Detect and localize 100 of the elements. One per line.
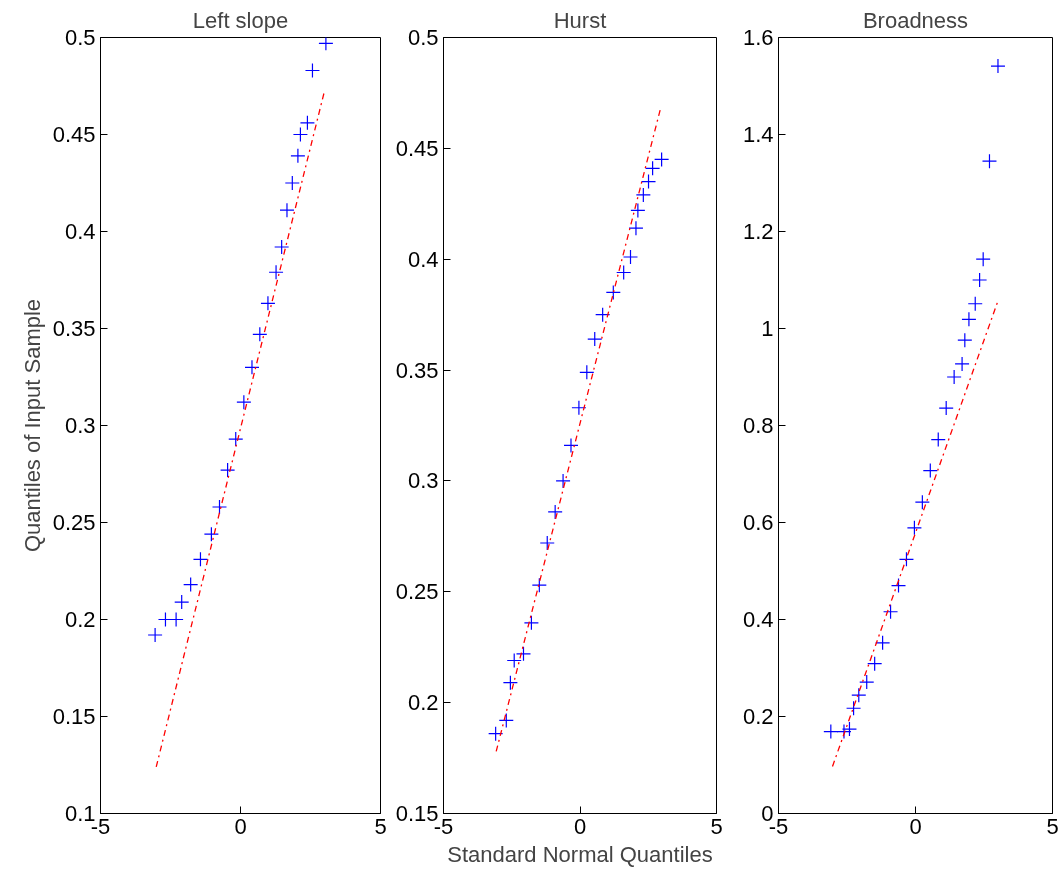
point (304, 62, 321, 79)
y-tick-label: 1.2 (742, 219, 774, 244)
point (228, 431, 244, 447)
point (274, 239, 290, 255)
x-tick-label: 5 (710, 813, 723, 839)
y-tick-label: 1 (761, 316, 774, 341)
point (946, 369, 962, 385)
point (882, 604, 899, 620)
point (622, 249, 639, 265)
point (867, 656, 883, 672)
point (539, 535, 555, 551)
y-tick-label: 0.6 (742, 510, 774, 535)
point (898, 551, 915, 567)
x-axis-title: Standard Normal Quantiles (447, 841, 713, 867)
point (616, 264, 632, 281)
point (260, 295, 276, 311)
y-tick-label: 0.3 (64, 413, 96, 438)
point (523, 615, 540, 631)
y-tick-label: 0.2 (407, 690, 439, 716)
point (252, 326, 268, 342)
point (579, 364, 595, 380)
y-tick-label: 0.25 (52, 510, 96, 535)
point (823, 723, 839, 740)
point (930, 431, 946, 448)
point (938, 400, 954, 416)
x-tick-label: 0 (234, 813, 247, 839)
point (279, 202, 295, 218)
point (502, 675, 518, 691)
x-tick-label: 5 (1046, 813, 1059, 839)
chart-title: Left slope (192, 7, 289, 33)
point (203, 526, 219, 542)
point (990, 58, 1006, 74)
point (967, 296, 983, 312)
chart-title: Broadness (862, 7, 969, 33)
y-tick-label: 0.2 (64, 607, 96, 632)
point (954, 356, 970, 372)
point (244, 359, 260, 375)
y-tick-label: 0.8 (742, 413, 774, 438)
y-tick-label: 0.4 (742, 607, 774, 632)
x-tick-label: 0 (573, 813, 587, 839)
point (595, 307, 611, 323)
point (531, 577, 547, 593)
y-tick-label: 0.5 (64, 25, 96, 50)
y-tick-label: 1.4 (742, 122, 774, 147)
y-tick-label: 0.45 (52, 122, 96, 147)
point (268, 264, 284, 280)
y-tick-label: 0.4 (407, 246, 439, 272)
point (635, 187, 651, 203)
y-tick-label: 0.25 (395, 579, 439, 605)
point (571, 400, 587, 416)
y-tick-label: 0.35 (395, 357, 439, 383)
point (563, 437, 579, 454)
y-tick-label: 0.4 (64, 219, 96, 244)
y-tick-label: 0.3 (407, 468, 439, 494)
point (318, 37, 334, 51)
point (922, 463, 938, 479)
point (640, 174, 657, 190)
point (914, 494, 930, 510)
point (174, 594, 190, 610)
point (299, 115, 316, 131)
point (555, 473, 571, 489)
point (845, 700, 862, 716)
chart-title: Hurst (553, 7, 607, 33)
point (859, 674, 875, 690)
y-tick-label: 0.15 (52, 704, 96, 729)
point (292, 126, 309, 143)
x-tick-label: 0 (909, 813, 922, 839)
y-axis-title: Quantiles of Input Sample (19, 298, 45, 553)
x-tick-label: 5 (374, 813, 387, 839)
point (836, 723, 852, 740)
point (630, 202, 646, 219)
point (488, 726, 504, 742)
point (211, 499, 228, 515)
point (147, 627, 163, 643)
point (890, 577, 907, 594)
y-tick-label: 1.6 (742, 25, 774, 50)
point (284, 175, 300, 191)
point (183, 576, 199, 593)
y-tick-label: 0.45 (395, 135, 439, 161)
point (192, 551, 209, 567)
point (961, 311, 977, 327)
point (851, 687, 867, 703)
point (290, 148, 306, 164)
point (981, 153, 998, 169)
y-tick-label: 0.2 (742, 704, 774, 729)
point (875, 635, 891, 651)
point (957, 332, 973, 348)
point (972, 272, 988, 288)
point (605, 284, 621, 301)
point (220, 462, 236, 478)
point (547, 504, 563, 520)
y-tick-label: 0.5 (407, 25, 439, 50)
point (236, 394, 252, 410)
point (975, 251, 991, 267)
point (587, 331, 603, 347)
y-tick-label: 0.35 (52, 316, 96, 341)
point (841, 721, 858, 737)
point (498, 712, 514, 728)
point (906, 520, 922, 536)
point (628, 220, 644, 236)
